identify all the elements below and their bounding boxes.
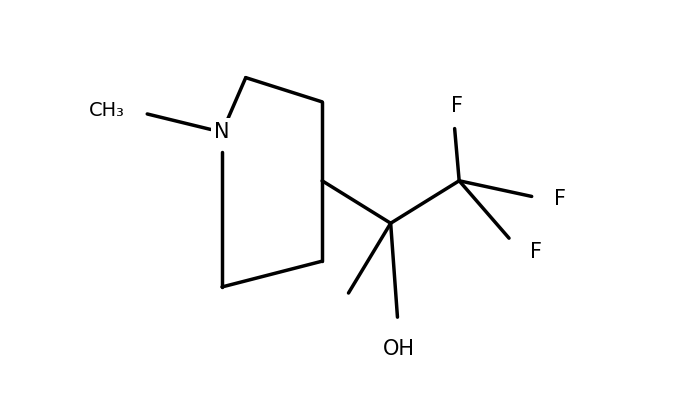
Text: OH: OH	[383, 338, 415, 359]
Text: CH₃: CH₃	[88, 102, 124, 121]
Text: F: F	[530, 242, 543, 262]
Text: N: N	[214, 122, 230, 142]
Text: F: F	[554, 189, 566, 209]
Text: F: F	[451, 95, 462, 115]
